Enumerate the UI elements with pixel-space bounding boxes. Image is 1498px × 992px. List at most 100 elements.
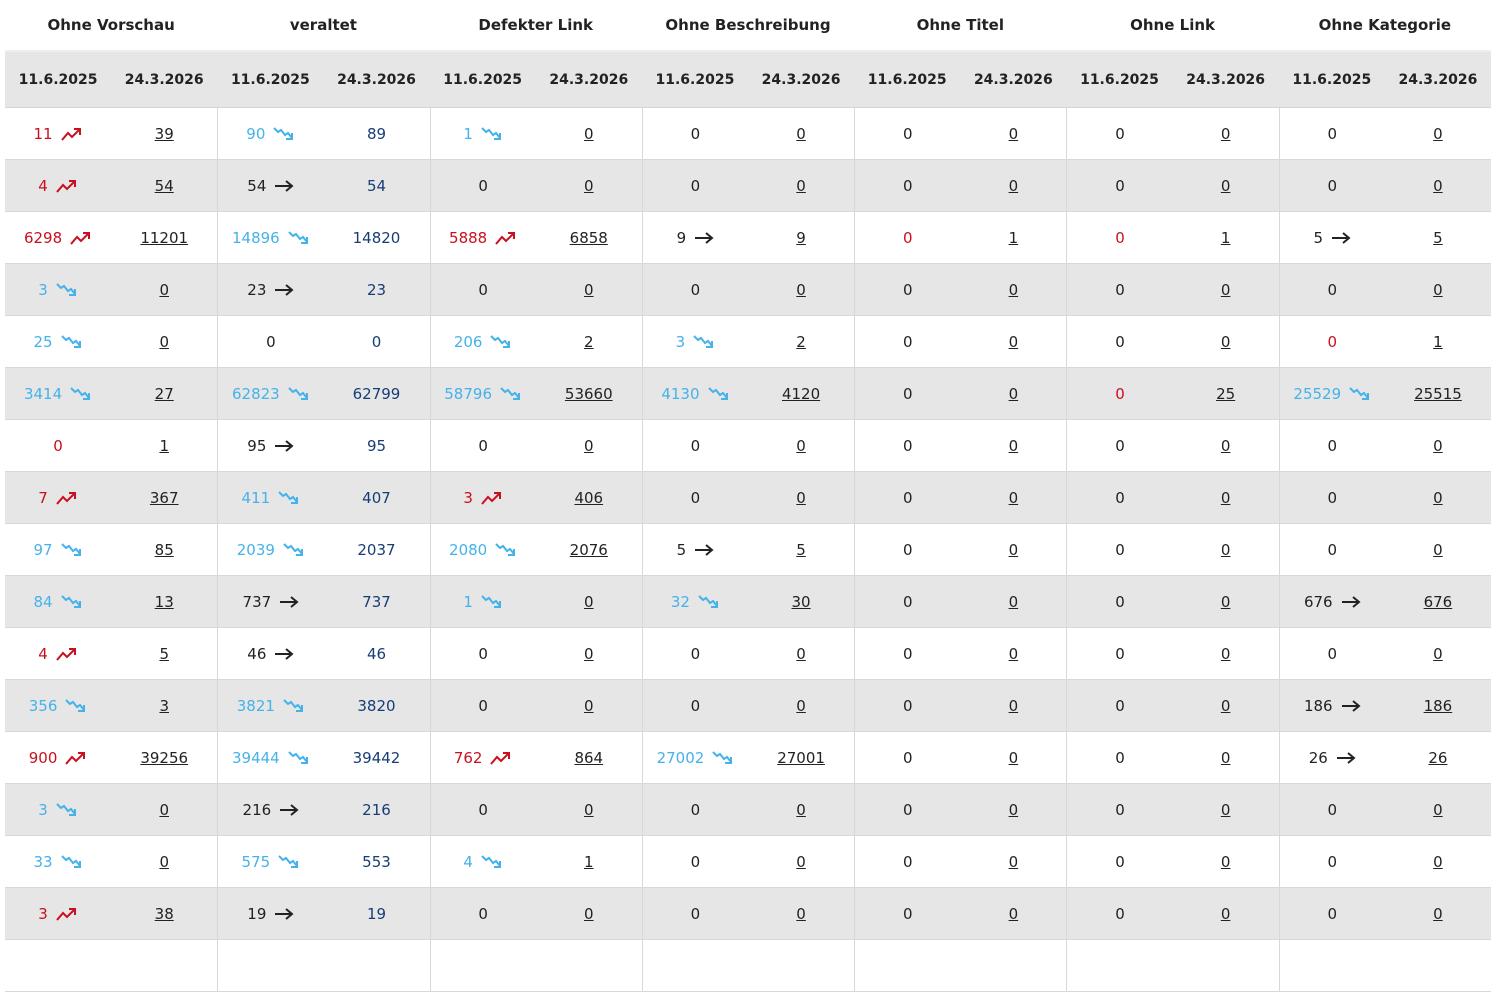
- new-value-link[interactable]: 0: [1433, 488, 1443, 507]
- old-value: 0: [903, 853, 913, 871]
- new-value-link[interactable]: 5: [796, 540, 806, 559]
- new-value-link[interactable]: 0: [1220, 540, 1231, 559]
- new-value-link[interactable]: 25: [1216, 384, 1236, 403]
- new-value-link[interactable]: 25515: [1414, 384, 1462, 403]
- new-value-link[interactable]: 0: [159, 852, 169, 871]
- new-value-link[interactable]: 30: [791, 592, 811, 611]
- new-value-link[interactable]: 0: [1008, 280, 1019, 299]
- new-value-link[interactable]: 0: [1433, 644, 1443, 663]
- new-value-link[interactable]: 0: [1008, 124, 1019, 143]
- new-value-link[interactable]: 53660: [564, 384, 613, 403]
- new-value-link[interactable]: 0: [1008, 488, 1019, 507]
- new-value-link[interactable]: 0: [1433, 904, 1443, 923]
- new-value-link[interactable]: 0: [1008, 696, 1019, 715]
- new-value-link[interactable]: 0: [1008, 176, 1019, 195]
- new-value-link[interactable]: 1: [1220, 228, 1231, 247]
- new-value-link[interactable]: 186: [1423, 696, 1453, 715]
- new-value-link[interactable]: 6858: [569, 228, 608, 247]
- new-value-link[interactable]: 0: [796, 176, 806, 195]
- new-value-link[interactable]: 0: [1220, 904, 1231, 923]
- new-value-link[interactable]: 864: [574, 748, 604, 767]
- new-value-link[interactable]: 0: [1008, 436, 1019, 455]
- new-value-link[interactable]: 0: [1433, 176, 1443, 195]
- new-value-link[interactable]: 27: [154, 384, 174, 403]
- new-value-link[interactable]: 676: [1423, 592, 1453, 611]
- new-value-link[interactable]: 85: [154, 540, 174, 559]
- new-value-link[interactable]: 0: [796, 904, 806, 923]
- new-value-link[interactable]: 0: [1008, 852, 1019, 871]
- new-value-link[interactable]: 0: [1220, 124, 1231, 143]
- new-value-link[interactable]: 0: [159, 332, 169, 351]
- new-value-link[interactable]: 2: [796, 332, 806, 351]
- new-value-link[interactable]: 0: [159, 280, 169, 299]
- new-value-link[interactable]: 367: [149, 488, 179, 507]
- new-value-link[interactable]: 0: [584, 280, 594, 299]
- new-value-link[interactable]: 0: [584, 592, 594, 611]
- new-value-link[interactable]: 0: [159, 800, 169, 819]
- new-value-link[interactable]: 5: [159, 644, 169, 663]
- new-value-link[interactable]: 0: [1220, 332, 1231, 351]
- new-value-link[interactable]: 0: [1220, 696, 1231, 715]
- new-value-link[interactable]: 39: [154, 124, 174, 143]
- new-value-link[interactable]: 13: [154, 592, 174, 611]
- new-value-link[interactable]: 0: [1220, 748, 1231, 767]
- new-value-link[interactable]: 0: [1008, 384, 1019, 403]
- new-value-link[interactable]: 0: [1433, 280, 1443, 299]
- new-value-link[interactable]: 0: [1008, 540, 1019, 559]
- new-value-link[interactable]: 0: [584, 696, 594, 715]
- new-value-link[interactable]: 0: [1220, 800, 1231, 819]
- new-value-link[interactable]: 4120: [781, 384, 821, 403]
- new-value-link[interactable]: 0: [796, 852, 806, 871]
- new-value: 0: [371, 332, 382, 351]
- new-value-link[interactable]: 0: [1433, 800, 1443, 819]
- new-value-link[interactable]: 1: [1433, 332, 1443, 351]
- new-value-link[interactable]: 5: [1433, 228, 1443, 247]
- new-value-link[interactable]: 0: [1220, 280, 1231, 299]
- new-value-link[interactable]: 0: [1433, 124, 1443, 143]
- new-value-link[interactable]: 0: [796, 488, 806, 507]
- new-value-link[interactable]: 1: [159, 436, 169, 455]
- new-value-link[interactable]: 11201: [140, 228, 189, 247]
- new-value-link[interactable]: 0: [1008, 644, 1019, 663]
- new-value-link[interactable]: 0: [1433, 540, 1443, 559]
- new-value-link[interactable]: 0: [1008, 748, 1019, 767]
- new-value-cell: 39: [111, 108, 218, 160]
- new-value-link[interactable]: 1: [584, 852, 594, 871]
- new-value-link[interactable]: 26: [1428, 748, 1448, 767]
- new-value-link[interactable]: 39256: [140, 748, 189, 767]
- new-value-link[interactable]: 0: [1008, 904, 1019, 923]
- new-value-link[interactable]: 0: [584, 436, 594, 455]
- new-value-link[interactable]: 0: [1220, 644, 1231, 663]
- new-value-link[interactable]: 0: [1220, 436, 1231, 455]
- new-value-link[interactable]: 0: [1008, 800, 1019, 819]
- new-value-link[interactable]: 1: [1008, 228, 1019, 247]
- new-value-link[interactable]: 0: [796, 800, 806, 819]
- new-value-link[interactable]: 0: [796, 124, 806, 143]
- new-value-link[interactable]: 0: [1008, 592, 1019, 611]
- new-value-link[interactable]: 0: [1220, 592, 1231, 611]
- new-value-link[interactable]: 9: [796, 228, 806, 247]
- new-value-link[interactable]: 0: [584, 176, 594, 195]
- new-value-link[interactable]: 0: [1220, 852, 1231, 871]
- new-value-link[interactable]: 38: [154, 904, 174, 923]
- new-value-link[interactable]: 0: [1008, 332, 1019, 351]
- new-value-cell: 0: [748, 264, 855, 316]
- new-value-link[interactable]: 27001: [777, 748, 825, 767]
- new-value-link[interactable]: 0: [584, 124, 594, 143]
- new-value-link[interactable]: 0: [796, 696, 806, 715]
- new-value-link[interactable]: 0: [1220, 176, 1231, 195]
- new-value-link[interactable]: 0: [1433, 436, 1443, 455]
- new-value-link[interactable]: 406: [574, 488, 604, 507]
- new-value-link[interactable]: 0: [584, 644, 594, 663]
- new-value-link[interactable]: 0: [1220, 488, 1231, 507]
- new-value-link[interactable]: 0: [584, 800, 594, 819]
- new-value-link[interactable]: 2: [584, 332, 594, 351]
- new-value-link[interactable]: 0: [796, 280, 806, 299]
- new-value-link[interactable]: 2076: [569, 540, 608, 559]
- new-value-link[interactable]: 3: [159, 696, 169, 715]
- new-value-link[interactable]: 0: [584, 904, 594, 923]
- new-value-link[interactable]: 0: [796, 644, 806, 663]
- new-value-link[interactable]: 0: [796, 436, 806, 455]
- new-value-link[interactable]: 0: [1433, 852, 1443, 871]
- new-value-link[interactable]: 54: [154, 176, 174, 195]
